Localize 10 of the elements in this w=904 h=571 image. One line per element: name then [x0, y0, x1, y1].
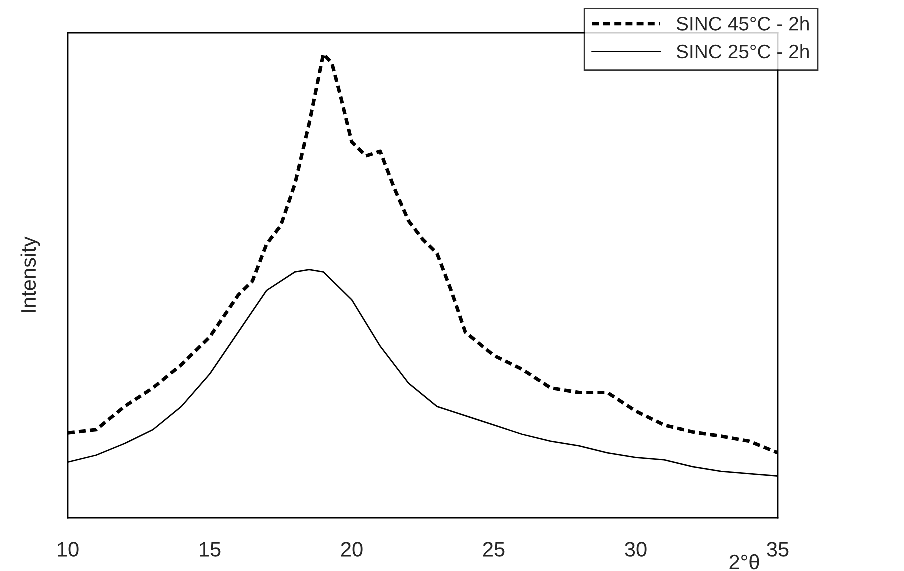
x-tick-label: 30 — [625, 542, 647, 557]
x-tick-label: 25 — [483, 542, 505, 557]
x-tick-label: 10 — [58, 542, 79, 557]
legend-label: SINC 25°C - 2h — [676, 44, 809, 59]
x-tick-label: 15 — [200, 542, 221, 557]
x-tick-label: 20 — [341, 542, 363, 557]
x-axis-title: 2°θ — [730, 554, 760, 570]
x-tick-label: 35 — [767, 542, 789, 557]
y-axis-title: Intensity — [20, 236, 40, 312]
legend-label: SINC 45°C - 2h — [676, 16, 809, 31]
